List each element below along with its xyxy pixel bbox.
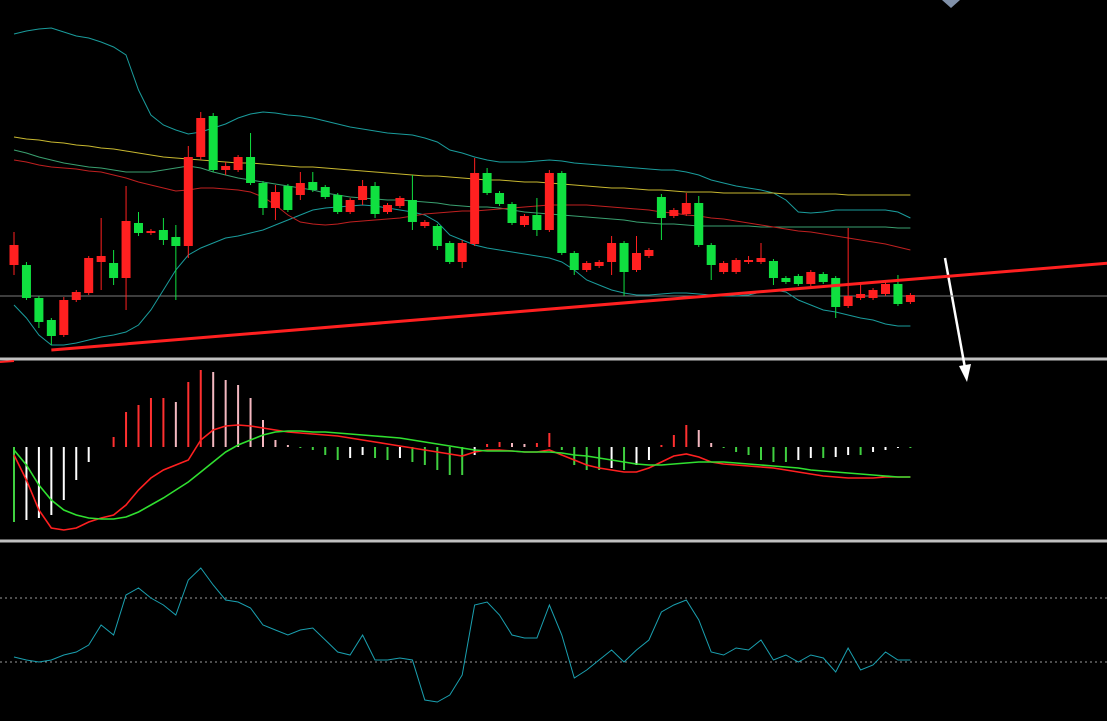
candle-body [333,195,343,212]
candle-body [420,222,430,226]
candle-body [519,216,529,225]
candle-body [768,261,778,278]
corner-marker [942,0,960,8]
candle-body [109,263,119,278]
candle-body [681,203,691,214]
overlay-line [13,159,911,251]
candle-body [84,258,94,293]
signal-line [13,430,911,520]
candle-body [171,237,181,246]
candle-body [818,274,828,282]
candle-body [59,300,69,335]
candle-body [21,265,31,298]
candle-body [893,284,903,304]
candle-body [196,118,206,157]
trendline [51,261,1107,352]
overlay-line [13,27,911,219]
candle-body [607,243,617,262]
candle-body [644,250,654,256]
candle-body [46,320,56,336]
candle-body [96,256,106,262]
candle-body [295,183,305,195]
candle-body [221,166,231,170]
candle-body [843,296,853,306]
candle-body [544,173,554,230]
candle-body [233,157,243,170]
candle-body [756,258,766,262]
candle-body [134,223,143,233]
candle-body [719,263,729,272]
candle-body [482,173,492,193]
candle-body [856,294,866,298]
candle-body [146,231,156,233]
candle-body [9,245,19,265]
candle-body [694,203,704,245]
candle-body [395,198,405,206]
candle-body [806,272,816,284]
candle-body [619,243,629,272]
candle-body [283,186,293,210]
overlay-line [13,136,911,196]
candle-body [781,278,791,282]
candle-body [507,204,517,223]
candle-body [868,290,878,298]
candle-body [582,263,592,270]
overlay-line [13,149,911,229]
candle-body [831,278,841,307]
candle-body [793,276,803,284]
candle-body [320,187,330,197]
candle-body [445,243,455,262]
candle-body [569,253,579,270]
candle-body [744,260,754,262]
candle-body [557,173,567,253]
candle-body [731,260,741,272]
candle-body [34,298,44,322]
candle-body [432,226,442,246]
candle-body [258,183,268,208]
candle-body [881,284,890,294]
candle-body [208,116,218,170]
candle-body [183,157,193,246]
candle-body [383,205,392,212]
candle-body [495,193,505,204]
candle-body [470,173,480,244]
signal-line [13,424,911,531]
candle-body [656,197,666,218]
arrow-head [959,364,971,382]
candle-body [308,182,318,190]
candle-body [594,262,604,266]
candle-body [669,210,679,216]
candle-body [457,243,467,262]
candle-body [246,157,256,183]
candle-body [270,192,280,208]
candle-body [121,221,131,278]
indicator-line [13,567,911,703]
candle-body [532,215,542,230]
candle-body [158,230,168,240]
edge-marker [0,360,15,363]
candle-body [345,200,355,212]
candle-body [706,245,716,265]
candle-body [407,200,417,222]
candle-body [370,186,380,214]
candle-body [358,186,368,200]
candle-body [905,295,915,302]
candle-body [632,253,641,270]
candle-body [71,292,81,300]
